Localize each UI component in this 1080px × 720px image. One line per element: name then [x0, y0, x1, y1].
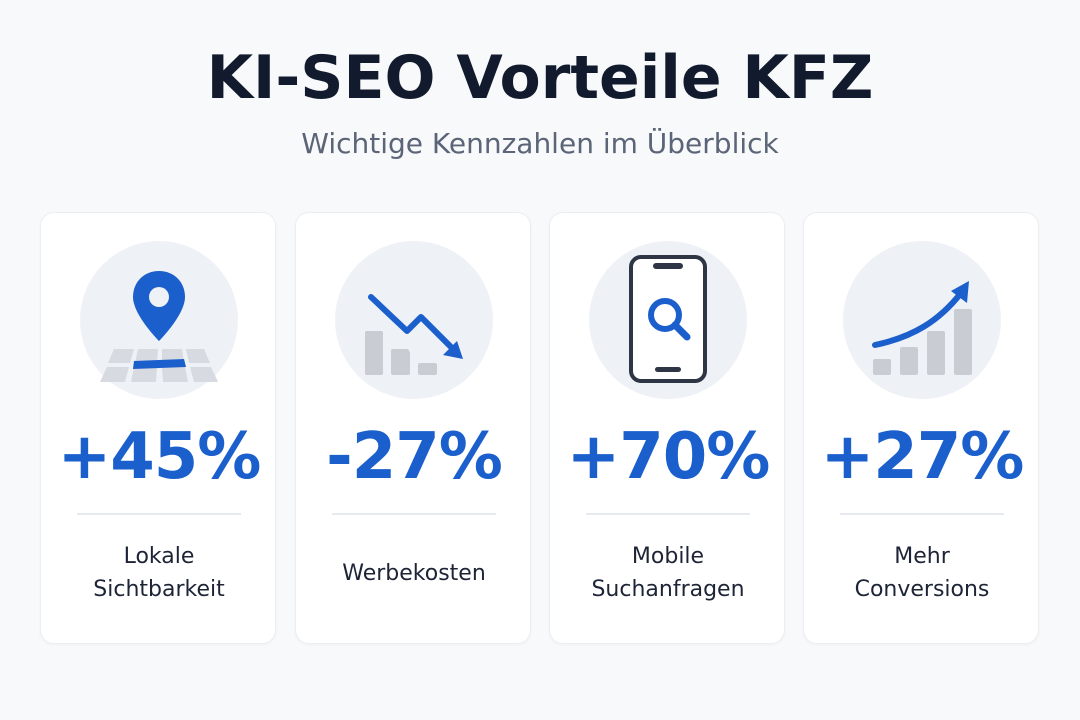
kpi-card-ad-costs: -27% Werbekosten: [295, 212, 531, 644]
growth-chart-icon: [843, 241, 1001, 399]
divider: [586, 513, 750, 515]
page-subtitle: Wichtige Kennzahlen im Überblick: [301, 127, 779, 160]
declining-chart-icon: [335, 241, 493, 399]
kpi-card-local-visibility: +45% Lokale Sichtbarkeit: [40, 212, 276, 644]
kpi-label: Mobile Suchanfragen: [591, 544, 745, 602]
divider: [840, 513, 1004, 515]
divider: [332, 513, 496, 515]
page-title: KI-SEO Vorteile KFZ: [206, 43, 874, 113]
kpi-card-list: +45% Lokale Sichtbarkeit -27: [40, 212, 1040, 644]
kpi-label: Werbekosten: [342, 560, 486, 586]
map-pin-icon: [80, 241, 238, 399]
divider: [77, 513, 241, 515]
mobile-search-icon: [589, 241, 747, 399]
kpi-card-conversions: +27% Mehr Conversions: [803, 212, 1039, 644]
kpi-label: Mehr Conversions: [854, 544, 990, 602]
kpi-value: +45%: [57, 420, 262, 494]
kpi-value: +70%: [566, 420, 771, 494]
kpi-label: Lokale Sichtbarkeit: [93, 544, 225, 602]
kpi-value: +27%: [820, 420, 1025, 494]
kpi-value: -27%: [326, 420, 503, 494]
kpi-card-mobile-searches: +70% Mobile Suchanfragen: [549, 212, 785, 644]
